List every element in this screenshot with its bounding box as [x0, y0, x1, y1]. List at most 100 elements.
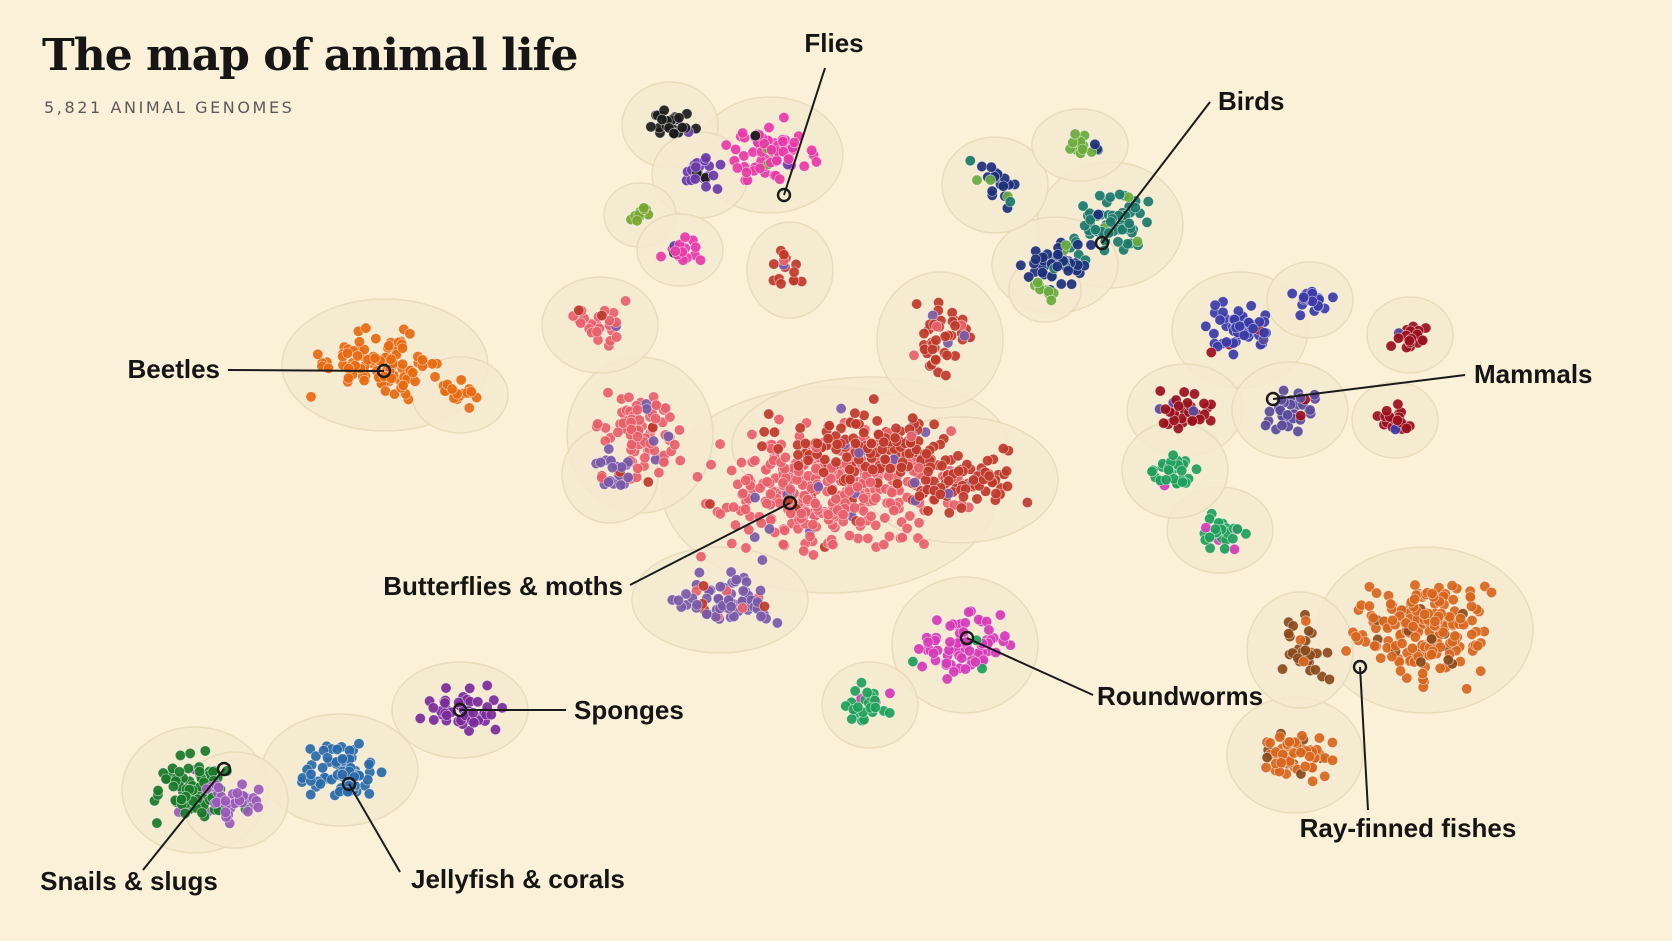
genome-point	[931, 320, 943, 333]
genome-point	[794, 422, 806, 434]
genome-point	[807, 549, 820, 561]
genome-point	[830, 456, 842, 468]
genome-point	[858, 492, 870, 504]
cluster-label: Flies	[804, 28, 863, 58]
genome-point	[963, 645, 976, 657]
genome-point	[1466, 628, 1478, 641]
genome-point	[778, 524, 791, 537]
genome-point	[765, 144, 778, 156]
genome-point	[465, 386, 477, 398]
genome-point	[196, 807, 208, 819]
genome-point	[895, 461, 908, 473]
genome-point	[883, 530, 896, 543]
genome-point	[957, 491, 970, 503]
genome-point	[1220, 336, 1233, 348]
genome-point	[1204, 531, 1216, 544]
genome-point	[768, 426, 781, 438]
genome-point	[1407, 620, 1419, 633]
genome-point	[1105, 216, 1117, 228]
genome-point	[862, 532, 874, 545]
genome-point	[953, 465, 965, 477]
genome-point	[952, 450, 964, 462]
genome-point	[463, 402, 475, 414]
genome-point	[858, 409, 870, 421]
genome-point	[322, 362, 335, 374]
genome-point	[1142, 196, 1154, 208]
genome-point	[777, 135, 789, 148]
genome-point	[594, 456, 607, 469]
genome-point	[1062, 265, 1074, 277]
cluster-label: Sponges	[574, 695, 684, 725]
genome-point	[1283, 736, 1296, 748]
genome-point	[740, 474, 752, 486]
genome-point	[969, 656, 981, 668]
genome-point	[798, 545, 810, 557]
genome-point	[731, 162, 744, 174]
genome-point	[1094, 190, 1106, 202]
genome-point	[778, 249, 790, 261]
genome-point	[638, 202, 650, 214]
genome-point	[472, 696, 484, 708]
genome-point	[746, 428, 758, 440]
genome-point	[1030, 253, 1042, 265]
genome-point	[754, 162, 766, 174]
genome-point	[1475, 665, 1487, 677]
genome-point	[1122, 238, 1134, 250]
genome-point	[878, 538, 890, 551]
genome-point	[1167, 449, 1179, 461]
genome-point	[1186, 415, 1199, 427]
genome-point	[468, 717, 480, 729]
genome-point	[632, 462, 644, 474]
genome-point	[891, 478, 904, 490]
genome-point	[930, 354, 942, 366]
genome-point	[650, 399, 662, 411]
genome-point	[756, 440, 768, 452]
genome-point	[827, 538, 839, 551]
genome-point	[1200, 320, 1212, 332]
genome-point	[913, 490, 926, 502]
genome-point	[152, 784, 164, 797]
genome-point	[799, 437, 812, 449]
genome-point	[909, 477, 921, 489]
genome-point	[955, 502, 967, 514]
genome-point	[1442, 654, 1454, 666]
genome-point	[1447, 594, 1459, 606]
genome-point	[843, 529, 856, 542]
genome-point	[1190, 463, 1203, 475]
genome-point	[455, 374, 467, 386]
genome-point	[622, 471, 634, 483]
genome-point	[1321, 647, 1334, 659]
genome-point	[941, 349, 953, 361]
genome-point	[889, 432, 901, 444]
genome-point	[1238, 329, 1250, 341]
genome-point	[927, 647, 940, 659]
genome-point	[736, 127, 749, 139]
genome-point	[737, 487, 749, 499]
genome-point	[639, 452, 651, 464]
genome-point	[1160, 474, 1172, 486]
genome-point	[890, 422, 902, 434]
genome-point	[775, 278, 787, 290]
chart-subtitle: 5,821 ANIMAL GENOMES	[44, 98, 295, 117]
genome-point	[312, 348, 324, 360]
genome-point	[1304, 404, 1316, 416]
genome-point	[1205, 346, 1217, 358]
genome-point	[737, 585, 749, 597]
genome-point	[690, 241, 702, 253]
genome-point	[871, 415, 883, 427]
genome-point	[844, 463, 856, 476]
genome-point	[806, 144, 818, 156]
genome-point	[823, 420, 835, 432]
genome-point	[658, 456, 670, 468]
genome-point	[1200, 522, 1212, 534]
genome-point	[314, 778, 326, 790]
genome-point	[1176, 476, 1189, 488]
genome-point	[850, 418, 862, 430]
genome-point	[884, 707, 896, 719]
genome-point	[1454, 612, 1467, 625]
genome-point	[701, 608, 713, 620]
cluster-label: Mammals	[1474, 359, 1593, 389]
genome-point	[219, 806, 232, 818]
genome-point	[868, 393, 880, 405]
genome-point	[934, 488, 946, 500]
